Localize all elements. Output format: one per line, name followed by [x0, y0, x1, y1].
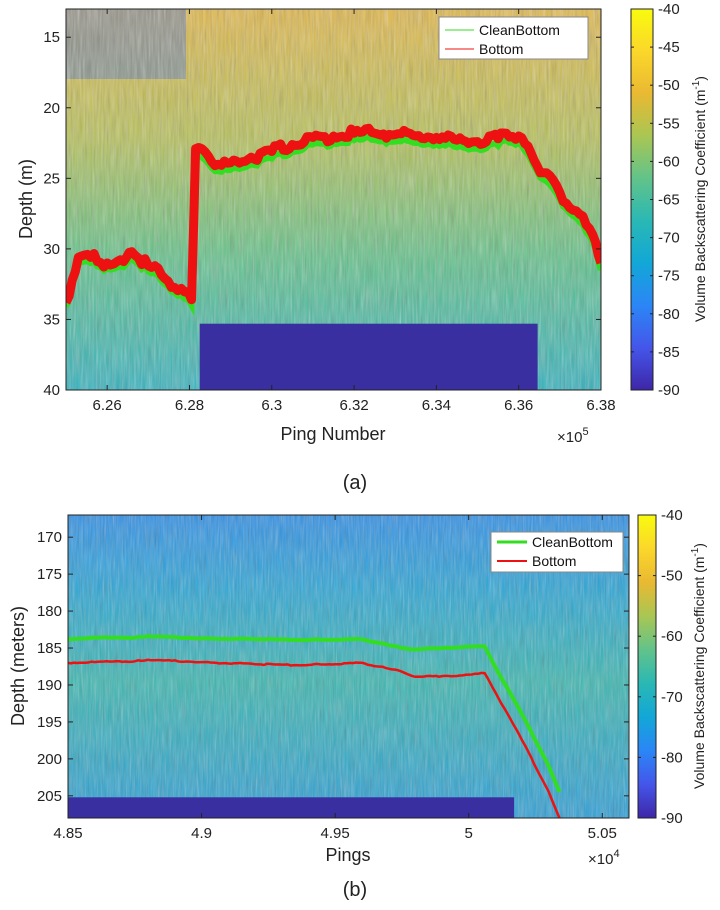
y-tick-label-a: 35: [43, 311, 60, 328]
colorbar-tick-label-a: -80: [658, 306, 680, 323]
colorbar-tick-label-b: -50: [661, 568, 683, 585]
colorbar-tick-label-a: -65: [658, 192, 680, 209]
legend-b: CleanBottom Bottom: [490, 531, 624, 573]
colorbar-b: -40 -50 -60 -70 -80 -90 Volume Backscattering…: [637, 507, 707, 827]
x-axis-label-b: Pings: [325, 845, 370, 865]
caption-b: (b): [343, 879, 367, 901]
colorbar-tick-label-a: -55: [658, 115, 680, 132]
x-tick-label-b: 5: [465, 825, 473, 842]
x-tick-label-a: 6.26: [93, 397, 122, 414]
legend-box-b: [490, 531, 624, 573]
y-axis-label-b: Depth (meters): [8, 606, 28, 726]
y-tick-label-b: 200: [37, 751, 62, 768]
series-bottom-line-b: [68, 658, 561, 818]
echogram-b-blanked-region: [68, 797, 515, 818]
colorbar-tick-label-a: -40: [658, 1, 680, 18]
x-multiplier-base-a: ×10: [557, 429, 582, 446]
plot-frame-a: [65, 8, 602, 391]
legend-box-a: [438, 16, 589, 60]
x-multiplier-base-b: ×10: [588, 851, 613, 868]
colorbar-a: -40 -45 -50 -55 -60 -65 -70 -75 -80 -85 -90 Volume…: [630, 1, 708, 399]
x-tick-label-a: 6.3: [261, 397, 282, 414]
echogram-a-blanked-region: [199, 323, 538, 390]
legend-label-cleanbottom-a: CleanBottom: [479, 22, 560, 38]
colorbar-label-b-text: Volume Backscattering Coefficient (m: [691, 557, 707, 789]
colorbar-label-a-close: ): [692, 76, 708, 81]
y-tick-label-b: 195: [37, 714, 62, 731]
colorbar-label-a: Volume Backscattering Coefficient (m-1): [691, 76, 708, 322]
x-tick-label-a: 6.28: [175, 397, 204, 414]
colorbar-tick-label-b: -90: [661, 810, 683, 827]
colorbar-label-b: Volume Backscattering Coefficient (m-1): [690, 543, 707, 789]
series-bottom-line-a: [66, 123, 601, 305]
axis-ticks-a: 6.26 6.28 6.3 6.32 6.34 6.36 6.38 15 20 25 30 35 40: [43, 9, 616, 414]
colorbar-label-a-text: Volume Backscattering Coefficient (m: [692, 90, 708, 322]
plot-frame-b: [67, 514, 630, 819]
x-multiplier-a: ×105: [557, 426, 589, 446]
x-tick-label-b: 4.9: [191, 825, 212, 842]
colorbar-a-ticks: -40 -45 -50 -55 -60 -65 -70 -75 -80 -85 -90: [631, 1, 680, 399]
colorbar-tick-label-a: -60: [658, 153, 680, 170]
x-multiplier-exp-a: 5: [582, 426, 588, 438]
colorbar-tick-label-a: -90: [658, 382, 680, 399]
legend-a: CleanBottom Bottom: [438, 16, 589, 60]
panel-b: 4.85 4.9 4.95 5 5.05 170 175 180 185 190 195 200 205…: [8, 507, 707, 901]
colorbar-b-ticks: -40 -50 -60 -70 -80 -90: [638, 507, 683, 827]
colorbar-tick-label-b: -60: [661, 628, 683, 645]
y-tick-label-b: 185: [37, 640, 62, 657]
x-tick-label-a: 6.36: [504, 397, 533, 414]
series-cleanbottom-line-b: [68, 634, 562, 793]
y-tick-label-b: 170: [37, 529, 62, 546]
x-tick-label-a: 6.34: [422, 397, 451, 414]
y-tick-label-a: 30: [43, 241, 60, 258]
legend-label-bottom-b: Bottom: [532, 553, 576, 569]
y-tick-label-b: 205: [37, 788, 62, 805]
colorbar-label-b-exp: -1: [690, 547, 701, 556]
y-tick-label-b: 175: [37, 566, 62, 583]
x-tick-label-b: 5.05: [588, 825, 617, 842]
colorbar-b-scale: [637, 514, 657, 819]
x-tick-label-a: 6.38: [586, 397, 615, 414]
colorbar-tick-label-b: -40: [661, 507, 683, 524]
y-tick-label-a: 20: [43, 100, 60, 117]
x-tick-label-a: 6.32: [339, 397, 368, 414]
colorbar-tick-label-b: -70: [661, 689, 683, 706]
colorbar-tick-label-a: -70: [658, 230, 680, 247]
y-tick-label-a: 40: [43, 382, 60, 399]
x-tick-label-b: 4.85: [53, 825, 82, 842]
legend-label-bottom-a: Bottom: [479, 41, 523, 57]
echogram-a: [66, 9, 601, 390]
x-axis-label-a: Ping Number: [280, 424, 385, 444]
colorbar-a-scale: [630, 8, 654, 391]
x-multiplier-exp-b: 4: [613, 848, 619, 860]
legend-label-cleanbottom-b: CleanBottom: [532, 534, 613, 550]
y-tick-label-b: 190: [37, 677, 62, 694]
colorbar-tick-label-b: -80: [661, 749, 683, 766]
y-tick-label-b: 180: [37, 603, 62, 620]
y-tick-label-a: 25: [43, 170, 60, 187]
colorbar-tick-label-a: -75: [658, 268, 680, 285]
y-tick-label-a: 15: [43, 29, 60, 46]
colorbar-tick-label-a: -45: [658, 39, 680, 56]
panel-a: 6.26 6.28 6.3 6.32 6.34 6.36 6.38152025303540 …: [16, 1, 708, 494]
colorbar-label-a-exp: -1: [691, 80, 702, 89]
colorbar-tick-label-a: -85: [658, 344, 680, 361]
axis-ticks-b: 4.85 4.9 4.95 5 5.05 170 175 180 185 190 195 200 205: [37, 515, 629, 842]
x-multiplier-b: ×104: [588, 848, 620, 868]
y-axis-label-a: Depth (m): [16, 159, 36, 239]
colorbar-tick-label-a: -50: [658, 77, 680, 94]
caption-a: (a): [343, 472, 367, 494]
colorbar-label-b-close: ): [691, 543, 707, 548]
x-tick-label-b: 4.95: [321, 825, 350, 842]
